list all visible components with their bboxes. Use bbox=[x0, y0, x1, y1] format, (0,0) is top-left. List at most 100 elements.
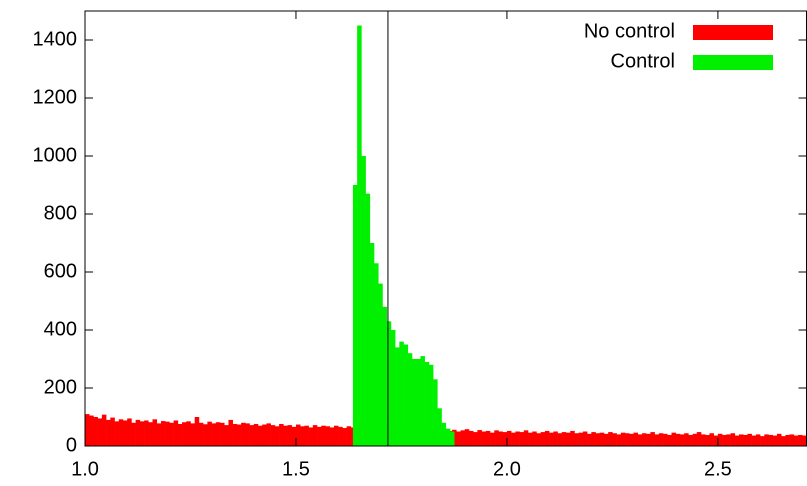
bar bbox=[726, 434, 731, 446]
bar bbox=[523, 430, 529, 446]
bar bbox=[557, 433, 563, 446]
bar bbox=[365, 193, 371, 446]
bar bbox=[411, 359, 417, 446]
legend-swatch bbox=[693, 55, 773, 70]
bar bbox=[768, 434, 774, 446]
bar bbox=[207, 421, 212, 446]
bar bbox=[346, 426, 352, 446]
bar bbox=[587, 433, 592, 446]
bar bbox=[633, 432, 639, 446]
bar bbox=[738, 434, 744, 446]
bar bbox=[378, 283, 383, 446]
bar bbox=[321, 425, 326, 446]
bar bbox=[160, 421, 166, 446]
bar bbox=[717, 433, 723, 446]
bar bbox=[241, 422, 246, 446]
bar bbox=[595, 433, 601, 446]
bar bbox=[224, 425, 229, 446]
bar bbox=[751, 435, 757, 446]
y-tick-label: 800 bbox=[44, 202, 77, 224]
bar bbox=[730, 433, 736, 446]
bar bbox=[283, 425, 288, 446]
bar bbox=[173, 420, 179, 446]
bar bbox=[772, 435, 778, 446]
bar bbox=[177, 423, 183, 446]
bar bbox=[215, 422, 221, 446]
bar bbox=[654, 434, 660, 446]
bar bbox=[566, 432, 571, 446]
bar bbox=[198, 422, 204, 446]
bar bbox=[270, 425, 276, 446]
bar bbox=[663, 433, 668, 446]
bar bbox=[390, 330, 396, 446]
bar bbox=[106, 419, 111, 446]
y-tick-label: 600 bbox=[44, 260, 77, 282]
bar bbox=[266, 423, 271, 446]
bar bbox=[603, 433, 609, 446]
bar bbox=[135, 419, 141, 446]
y-tick-label: 1000 bbox=[33, 144, 78, 166]
bar bbox=[441, 422, 447, 446]
bar bbox=[701, 434, 706, 446]
bar bbox=[671, 432, 677, 446]
bar bbox=[616, 434, 622, 446]
y-tick-label: 400 bbox=[44, 318, 77, 340]
bar bbox=[420, 356, 425, 446]
y-tick-label: 0 bbox=[66, 434, 77, 456]
bar bbox=[274, 426, 280, 446]
bar bbox=[519, 432, 525, 446]
bar bbox=[460, 430, 466, 446]
bar bbox=[553, 431, 558, 446]
bar bbox=[85, 414, 90, 446]
legend-label: Control bbox=[611, 50, 675, 72]
bar bbox=[536, 433, 541, 446]
bar bbox=[549, 432, 554, 446]
bar bbox=[445, 428, 451, 446]
bar bbox=[357, 25, 362, 446]
bar bbox=[490, 432, 495, 446]
bar bbox=[433, 379, 438, 446]
bar bbox=[506, 430, 512, 446]
bar bbox=[232, 423, 238, 446]
bar bbox=[249, 425, 255, 446]
bar bbox=[407, 353, 413, 446]
bar bbox=[705, 434, 710, 446]
bar bbox=[308, 427, 314, 446]
bar bbox=[629, 433, 634, 446]
bar bbox=[637, 434, 643, 446]
bar bbox=[760, 436, 765, 446]
bar bbox=[667, 434, 672, 446]
bar bbox=[494, 430, 499, 446]
bar bbox=[464, 429, 470, 446]
bar bbox=[114, 421, 120, 446]
bar bbox=[578, 432, 584, 446]
bar bbox=[403, 344, 409, 446]
bar bbox=[325, 426, 331, 446]
bar bbox=[110, 417, 115, 446]
bar bbox=[118, 419, 124, 446]
bar bbox=[684, 433, 689, 446]
bar bbox=[395, 347, 400, 446]
bar bbox=[300, 426, 305, 446]
bar bbox=[709, 433, 714, 446]
bar bbox=[532, 431, 537, 446]
bar bbox=[338, 426, 343, 446]
bar bbox=[574, 433, 579, 446]
bar bbox=[793, 435, 799, 446]
bar bbox=[591, 432, 596, 446]
bar bbox=[776, 433, 782, 446]
bar bbox=[228, 419, 233, 446]
bar bbox=[399, 341, 404, 446]
x-tick-label: 2.0 bbox=[493, 458, 521, 480]
bar bbox=[502, 432, 508, 446]
bar bbox=[352, 185, 358, 446]
bar bbox=[498, 431, 504, 446]
bar bbox=[540, 432, 546, 446]
bar bbox=[798, 434, 803, 446]
bar bbox=[658, 433, 664, 446]
bar bbox=[764, 434, 769, 446]
bar bbox=[789, 434, 795, 446]
bar bbox=[156, 423, 162, 446]
y-tick-label: 1200 bbox=[33, 86, 78, 108]
